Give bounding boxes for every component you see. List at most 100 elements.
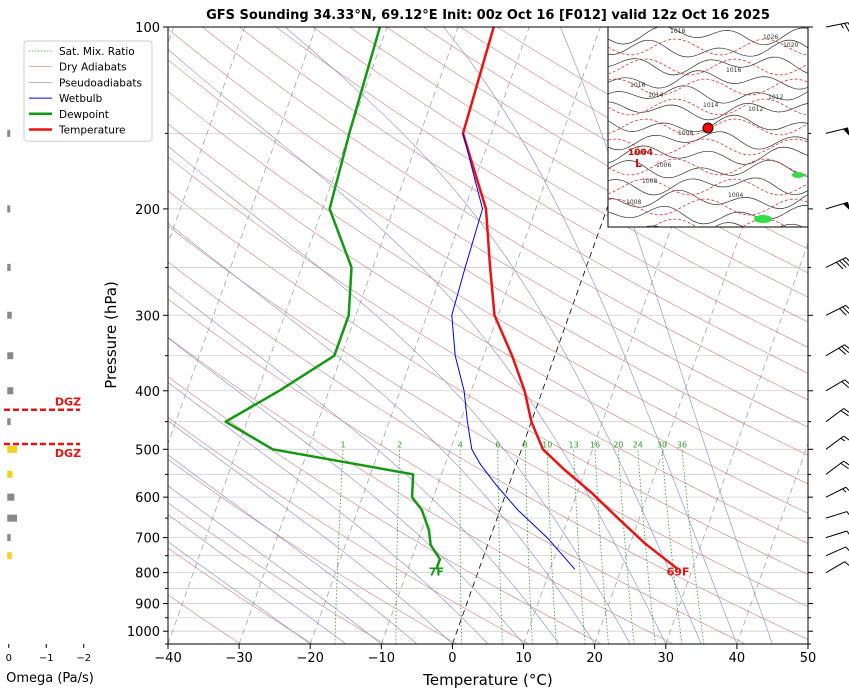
y-tick-label: 300 [135,309,160,324]
y-tick-label: 800 [135,567,160,582]
wind-barb-full [843,435,849,441]
wind-barb [825,379,849,392]
wind-barb-full [842,306,849,315]
x-tick-label: 0 [448,651,456,666]
isobar-contour [608,205,808,225]
dgz-label: DGZ [55,447,81,460]
dry-adiabat-line [168,261,808,640]
legend-label: Wetbulb [59,93,103,105]
dry-adiabat-line [168,416,530,644]
wind-barb [825,408,849,423]
omega-bar [7,387,14,395]
wind-barb-staff [825,22,849,28]
isobar-contour [608,189,808,209]
legend-label: Temperature [58,125,126,137]
wind-barb-full [846,530,849,535]
isobar-label: 1018 [670,28,685,35]
x-tick-label: 50 [800,651,817,666]
wind-barb [825,460,849,475]
axes: −40 −30 −20 −10 0 10 20 30 40 5010020030040050060… [127,21,816,666]
dry-adiabat-line [168,28,808,428]
x-tick-label: −20 [297,651,324,666]
wind-barb-staff [825,408,844,423]
y-axis-label: Pressure (hPa) [102,281,120,389]
dry-adiabat-line [168,594,241,644]
wind-barb-pennant [843,127,849,136]
isotherm-line [807,642,808,644]
omega-bar [7,311,12,319]
dry-adiabat-line [202,27,808,401]
pseudoadiabat-line [168,454,418,644]
isobar-contour [608,159,808,179]
thickness-contour [608,198,808,216]
mixing-ratio-line [497,449,503,644]
wind-barb-full [844,379,849,385]
wind-barb-full [844,344,849,350]
dry-adiabat-line [312,27,808,323]
y-tick-label: 900 [135,598,160,613]
surface-value-labels: 69F 7F [429,565,690,578]
omega-bar [7,552,12,560]
mixing-ratio-label: 2 [397,440,402,449]
wind-barb [825,344,849,357]
wind-barb-staff [825,344,845,357]
thickness-contour [608,78,808,96]
omega-bar [7,418,11,426]
isobar-label: 1012 [748,106,763,113]
isobar-contour [608,145,808,165]
mixing-ratio-line [573,449,586,644]
mixing-ratio-label: 6 [495,440,500,449]
omega-bar [7,514,17,522]
wind-barb [825,530,849,539]
dry-adiabat-line [168,459,458,644]
dry-adiabat-line [168,190,808,575]
low-pressure-symbol: L [635,157,642,170]
mixing-ratio-line [334,449,344,644]
pseudoadiabat-line [443,27,738,644]
wind-barb-half [842,488,847,493]
dry-adiabat-line [168,376,602,644]
wind-barb-full [843,460,849,466]
pseudoadiabat-line [168,222,595,644]
x-tick-label: 40 [729,651,746,666]
wind-barb-full [841,381,849,389]
dry-adiabat-line [168,298,746,644]
pseudoadiabat-line [560,27,773,644]
isobar-contour [608,27,808,46]
thickness-contour [608,58,808,76]
omega-tick-label: 0 [6,653,12,664]
wind-barb [825,511,849,519]
isobar-contour [608,131,808,151]
wind-barb-staff [825,511,848,519]
pseudoadiabat-line [168,145,631,644]
mixing-ratio-label: 24 [633,440,643,449]
omega-axis-label: Omega (Pa/s) [6,671,94,686]
mixing-ratio-line [524,449,533,644]
isobar-contour [608,177,808,196]
dgz-label: DGZ [55,396,81,409]
mixing-ratio-line [618,449,635,644]
pseudoadiabat-line [168,420,453,644]
isotherm-line [168,27,317,445]
sounding-profiles [224,27,679,571]
wind-barb-staff [825,460,844,475]
dry-adiabat-line [168,90,808,485]
mixing-ratio-line [395,449,400,644]
pseudoadiabat-line [284,27,702,644]
omega-bar [7,205,11,213]
omega-bar [7,445,17,453]
wind-barb-staff [825,435,844,450]
mixing-ratio-labels: 1 2 4 6 8 10 13 16 20 24 30 36 [341,440,688,449]
wind-barb-half [840,23,844,29]
wind-barb-full [835,261,844,270]
isotherm-line [309,27,530,644]
dry-adiabat-line [168,336,674,644]
wind-barb-staff [825,379,845,392]
y-tick-label: 500 [135,443,160,458]
wind-barb-full [843,408,849,413]
wind-barb [825,201,849,210]
chart-title: GFS Sounding 34.33°N, 69.12°E Init: 00z … [206,8,770,23]
wind-barb-pennant [843,202,849,210]
mixing-ratio-line [637,449,656,644]
